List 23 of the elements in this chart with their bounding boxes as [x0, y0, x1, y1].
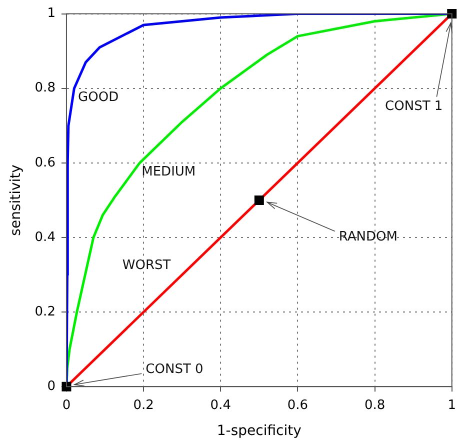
y-tick-label: 0.2 — [34, 304, 56, 320]
annotation: CONST 1 — [385, 99, 443, 114]
x-tick-label: 0 — [62, 398, 71, 413]
annotation: CONST 0 — [146, 362, 204, 377]
y-tick-label: 0 — [47, 378, 56, 394]
x-tick-label: 1 — [448, 398, 456, 413]
y-tick-label: 1 — [47, 6, 56, 22]
series-label: WORST — [122, 258, 171, 273]
x-tick-label: 0.2 — [133, 398, 154, 413]
x-tick-label: 0.8 — [364, 398, 386, 413]
y-axis-title: sensitivity — [8, 164, 24, 236]
y-tick-label: 0.4 — [34, 230, 56, 245]
point — [447, 9, 457, 19]
point — [62, 382, 72, 392]
series-label: MEDIUM — [142, 164, 196, 180]
annotation: RANDOM — [338, 230, 398, 245]
x-tick-label: 0.4 — [210, 398, 231, 413]
point — [254, 195, 264, 205]
y-tick-label: 0.6 — [34, 155, 56, 170]
x-tick-label: 0.6 — [287, 398, 308, 413]
y-tick-label: 0.8 — [34, 80, 56, 96]
x-axis-title: 1-specificity — [216, 423, 302, 440]
series-label: GOOD — [78, 90, 119, 106]
